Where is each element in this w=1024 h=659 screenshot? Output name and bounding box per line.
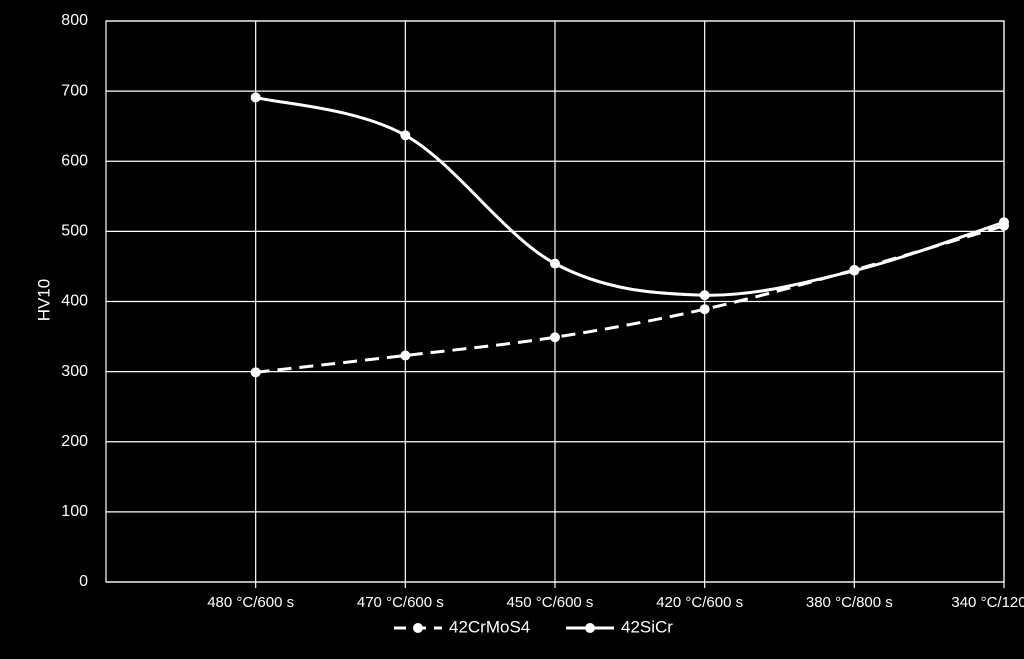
legend: 42CrMoS4 42SiCr (394, 617, 673, 636)
x-tick-label: 380 °C/800 s (806, 594, 893, 611)
data-point-42sicr (999, 217, 1009, 228)
data-point-42crmos4 (699, 304, 710, 315)
data-point-42sicr (849, 265, 860, 276)
grid (106, 20, 1005, 583)
series-line-42crmos4 (255, 224, 1005, 374)
data-point-42sicr (250, 92, 261, 103)
legend-marker-42crmos4 (413, 623, 423, 633)
y-tick-label: 800 (61, 12, 88, 29)
data-point-42sicr (550, 258, 560, 269)
y-tick-label: 600 (61, 152, 88, 169)
series-line-42sicr (255, 95, 1005, 297)
data-point-42crmos4 (250, 367, 261, 378)
y-tick-label: 400 (61, 293, 88, 310)
legend-marker-42sicr (585, 623, 595, 633)
data-point-42crmos4 (400, 350, 411, 361)
y-tick-label: 700 (61, 82, 88, 99)
y-tick-label: 0 (79, 573, 88, 590)
x-tick-label: 420 °C/600 s (656, 594, 743, 611)
data-point-42crmos4 (550, 332, 560, 343)
legend-label-42sicr: 42SiCr (621, 617, 673, 636)
axes: 0 100 200 300 400 500 600 700 800 480 °C/600 s 470… (61, 12, 1024, 611)
legend-label-42crmos4: 42CrMoS4 (449, 617, 530, 636)
x-tick-label: 480 °C/600 s (207, 594, 294, 611)
y-tick-label: 300 (61, 363, 88, 380)
plot-area-border (105, 20, 1005, 583)
y-tick-label: 200 (61, 433, 88, 450)
y-tick-label: 100 (61, 503, 88, 520)
x-tick-label: 470 °C/600 s (357, 594, 444, 611)
data-point-42sicr (400, 130, 411, 141)
x-tick-label: 450 °C/600 s (507, 594, 594, 611)
data-point-42sicr (699, 290, 710, 301)
x-tick-label: 340 °C/1200 s (951, 594, 1024, 611)
y-axis-label: HV10 (34, 279, 53, 322)
y-tick-label: 500 (61, 223, 88, 240)
series (250, 92, 1009, 378)
